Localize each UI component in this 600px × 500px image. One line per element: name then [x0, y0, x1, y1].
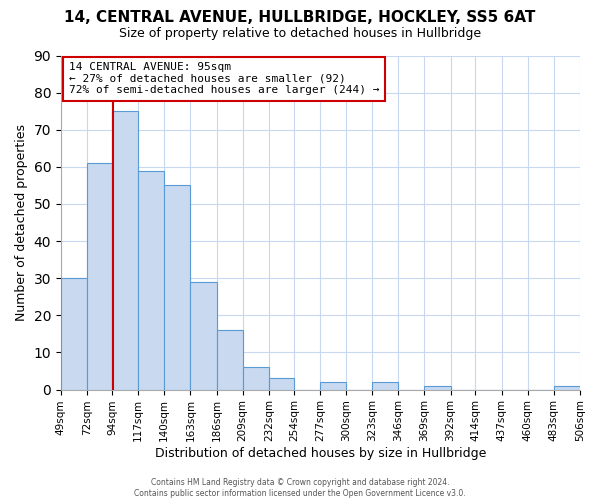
Bar: [320, 382, 346, 390]
Bar: [424, 386, 451, 390]
Bar: [554, 386, 580, 390]
Bar: [242, 368, 269, 390]
Y-axis label: Number of detached properties: Number of detached properties: [15, 124, 28, 321]
Text: 14 CENTRAL AVENUE: 95sqm
← 27% of detached houses are smaller (92)
72% of semi-d: 14 CENTRAL AVENUE: 95sqm ← 27% of detach…: [68, 62, 379, 96]
Bar: [61, 278, 87, 390]
Text: Size of property relative to detached houses in Hullbridge: Size of property relative to detached ho…: [119, 28, 481, 40]
Bar: [112, 111, 138, 390]
Bar: [87, 163, 112, 390]
Bar: [372, 382, 398, 390]
Bar: [138, 170, 164, 390]
Text: Contains HM Land Registry data © Crown copyright and database right 2024.
Contai: Contains HM Land Registry data © Crown c…: [134, 478, 466, 498]
Bar: [217, 330, 242, 390]
Bar: [269, 378, 294, 390]
Text: 14, CENTRAL AVENUE, HULLBRIDGE, HOCKLEY, SS5 6AT: 14, CENTRAL AVENUE, HULLBRIDGE, HOCKLEY,…: [64, 10, 536, 25]
Bar: [190, 282, 217, 390]
X-axis label: Distribution of detached houses by size in Hullbridge: Distribution of detached houses by size …: [155, 447, 486, 460]
Bar: [164, 186, 190, 390]
